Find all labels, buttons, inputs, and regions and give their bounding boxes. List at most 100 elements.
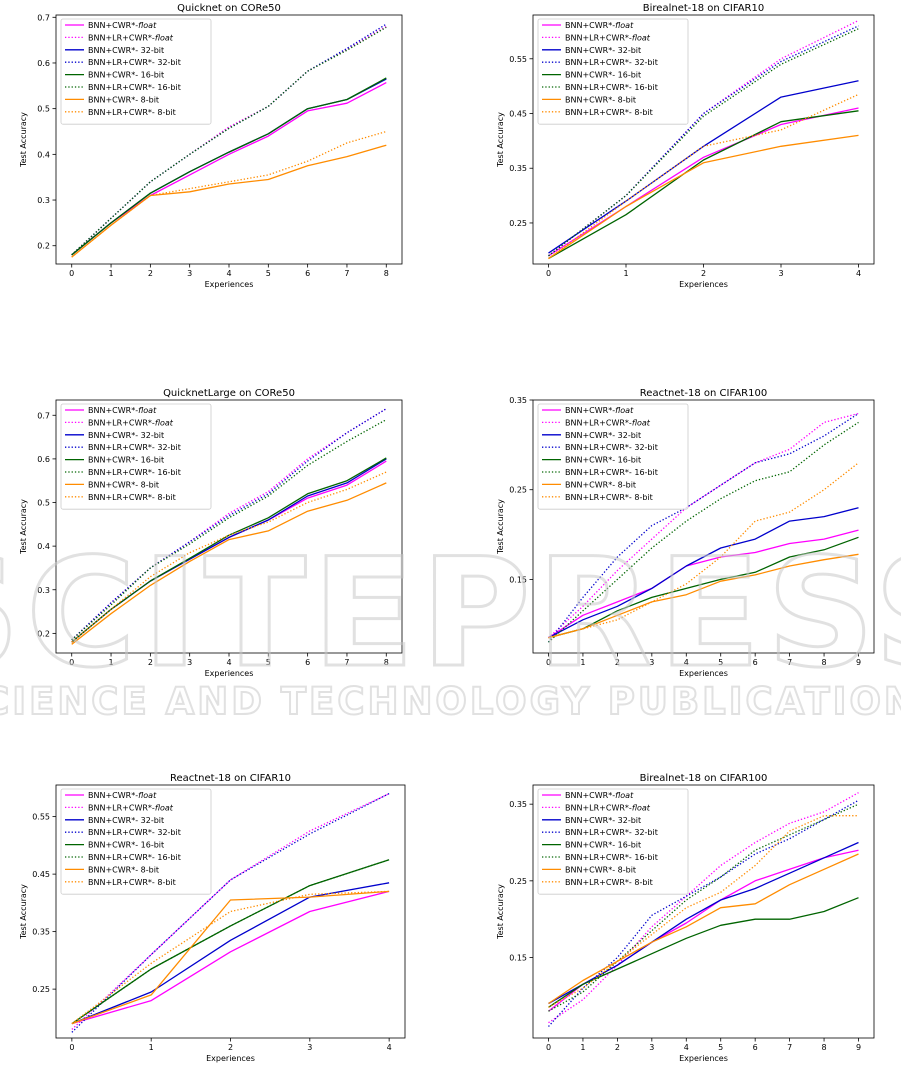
x-tick-label: 5 xyxy=(718,658,723,667)
y-tick-label: 0.3 xyxy=(37,196,50,205)
legend-entry: BNN+LR+CWR*-float xyxy=(565,33,651,42)
chart-panel-4: Reactnet-18 on CIFAR100 0 1 2 3 4 5 6 7 8 9 0.15 0.2… xyxy=(496,388,875,678)
y-tick-label: 0.6 xyxy=(37,59,50,68)
series-line-1 xyxy=(548,529,859,639)
axes-frame xyxy=(532,399,875,654)
series-line-5 xyxy=(548,897,859,1008)
legend-entry: BNN+LR+CWR*- 8-bit xyxy=(88,108,176,117)
y-tick-label: 0.6 xyxy=(37,455,50,464)
y-tick-label: 0.3 xyxy=(37,586,50,595)
legend: BNN+CWR*-float BNN+LR+CWR*-float BNN+CWR*-… xyxy=(537,403,689,510)
y-tick-label: 0.4 xyxy=(37,150,50,159)
legend-entry: BNN+LR+CWR*- 32-bit xyxy=(88,58,181,67)
x-tick-label: 0 xyxy=(546,658,551,667)
x-tick-label: 0 xyxy=(546,269,551,278)
legend-entry: BNN+LR+CWR*- 8-bit xyxy=(565,108,653,117)
series-line-1 xyxy=(71,890,390,1025)
legend-entry: BNN+CWR*-float xyxy=(88,791,157,800)
legend-entry-suffix: float xyxy=(615,21,634,30)
series-line-6 xyxy=(71,26,387,256)
series-line-1 xyxy=(548,107,859,257)
legend-entry: BNN+CWR*- 16-bit xyxy=(88,456,164,465)
x-tick-label: 5 xyxy=(718,1043,723,1052)
x-tick-label: 3 xyxy=(778,269,783,278)
y-axis-label: Test Accuracy xyxy=(19,884,28,940)
y-axis-label: Test Accuracy xyxy=(496,884,505,940)
series-line-4 xyxy=(547,412,859,643)
legend-entry: BNN+CWR*-float xyxy=(565,406,634,415)
legend-entry: BNN+LR+CWR*- 32-bit xyxy=(565,58,658,67)
x-tick-label: 1 xyxy=(149,1043,154,1052)
x-tick-label: 7 xyxy=(787,658,792,667)
legend-entry-suffix: float xyxy=(155,418,174,427)
series-line-6 xyxy=(548,421,859,643)
x-tick-label: 8 xyxy=(822,658,827,667)
legend-entry-suffix: float xyxy=(155,33,174,42)
legend-entry: BNN+CWR*- 16-bit xyxy=(88,841,164,850)
legend-box xyxy=(537,403,689,510)
series-line-2 xyxy=(548,412,859,639)
legend-entry: BNN+LR+CWR*- 16-bit xyxy=(88,853,181,862)
legend-entry: BNN+LR+CWR*- 16-bit xyxy=(565,468,658,477)
legend-box xyxy=(60,18,212,125)
chart-panel-6: Birealnet-18 on CIFAR100 0 1 2 3 4 5 6 7 8 9 0.15 0.… xyxy=(496,773,875,1063)
x-tick-label: 4 xyxy=(684,658,689,667)
legend-entry: BNN+LR+CWR*- 8-bit xyxy=(565,878,653,887)
y-tick-label: 0.45 xyxy=(509,110,527,119)
y-tick-label: 0.35 xyxy=(509,396,527,405)
x-tick-label: 1 xyxy=(580,658,585,667)
x-tick-label: 1 xyxy=(623,269,628,278)
x-tick-label: 3 xyxy=(649,1043,654,1052)
x-tick-label: 0 xyxy=(546,1043,551,1052)
chart-panel-2: Birealnet-18 on CIFAR10 0 1 2 3 4 0.25 0.35 0.45… xyxy=(496,3,875,289)
y-tick-label: 0.35 xyxy=(509,800,527,809)
x-tick-label: 6 xyxy=(753,1043,758,1052)
x-tick-label: 4 xyxy=(856,269,861,278)
y-tick-label: 0.55 xyxy=(509,55,527,64)
x-axis-label: Experiences xyxy=(205,669,254,678)
chart-title: QuicknetLarge on CORe50 xyxy=(163,388,295,399)
legend-entry: BNN+CWR*-float xyxy=(88,21,157,30)
legend-entry: BNN+CWR*- 16-bit xyxy=(565,456,641,465)
legend-entry: BNN+LR+CWR*- 16-bit xyxy=(88,83,181,92)
y-tick-label: 0.15 xyxy=(509,954,527,963)
y-tick-label: 0.25 xyxy=(509,219,527,228)
legend-entry: BNN+CWR*- 16-bit xyxy=(88,71,164,80)
x-tick-label: 5 xyxy=(266,269,271,278)
y-axis-label: Test Accuracy xyxy=(496,499,505,555)
series-line-7 xyxy=(71,890,390,1025)
legend-entry-suffix: float xyxy=(138,791,157,800)
x-tick-label: 2 xyxy=(615,1043,620,1052)
legend-entry-suffix: float xyxy=(632,33,651,42)
x-tick-label: 6 xyxy=(305,658,310,667)
y-tick-label: 0.25 xyxy=(509,877,527,886)
y-tick-label: 0.7 xyxy=(37,411,50,420)
series-line-7 xyxy=(71,144,387,258)
y-axis-label: Test Accuracy xyxy=(496,112,505,168)
legend: BNN+CWR*-float BNN+LR+CWR*-float BNN+CWR*-… xyxy=(537,18,689,125)
y-tick-label: 0.25 xyxy=(32,985,50,994)
series-line-2 xyxy=(71,408,387,641)
chart-panel-3: QuicknetLarge on CORe50 0 1 2 3 4 5 6 7 8 0.2 0.3 0.… xyxy=(19,388,403,678)
x-tick-label: 2 xyxy=(615,658,620,667)
series-line-5 xyxy=(71,457,387,643)
legend-box xyxy=(537,788,689,895)
x-tick-label: 0 xyxy=(69,269,74,278)
series-line-3 xyxy=(548,80,859,254)
legend-entry-suffix: float xyxy=(632,418,651,427)
y-tick-label: 0.15 xyxy=(509,575,527,584)
series-line-8 xyxy=(71,890,390,1025)
legend-entry: BNN+LR+CWR*- 8-bit xyxy=(88,878,176,887)
legend-entry: BNN+CWR*- 8-bit xyxy=(565,95,636,104)
legend: BNN+CWR*-float BNN+LR+CWR*-float BNN+CWR*-… xyxy=(60,403,212,510)
series-line-5 xyxy=(548,536,859,639)
legend-entry: BNN+CWR*- 32-bit xyxy=(565,46,641,55)
legend-entry: BNN+LR+CWR*- 16-bit xyxy=(565,853,658,862)
legend-entry-suffix: float xyxy=(138,21,157,30)
x-tick-label: 9 xyxy=(856,1043,861,1052)
legend-entry: BNN+CWR*-float xyxy=(565,791,634,800)
legend-entry: BNN+CWR*- 32-bit xyxy=(565,816,641,825)
legend: BNN+CWR*-float BNN+LR+CWR*-float BNN+CWR*-… xyxy=(537,788,689,895)
chart-title: Reactnet-18 on CIFAR100 xyxy=(640,388,767,399)
